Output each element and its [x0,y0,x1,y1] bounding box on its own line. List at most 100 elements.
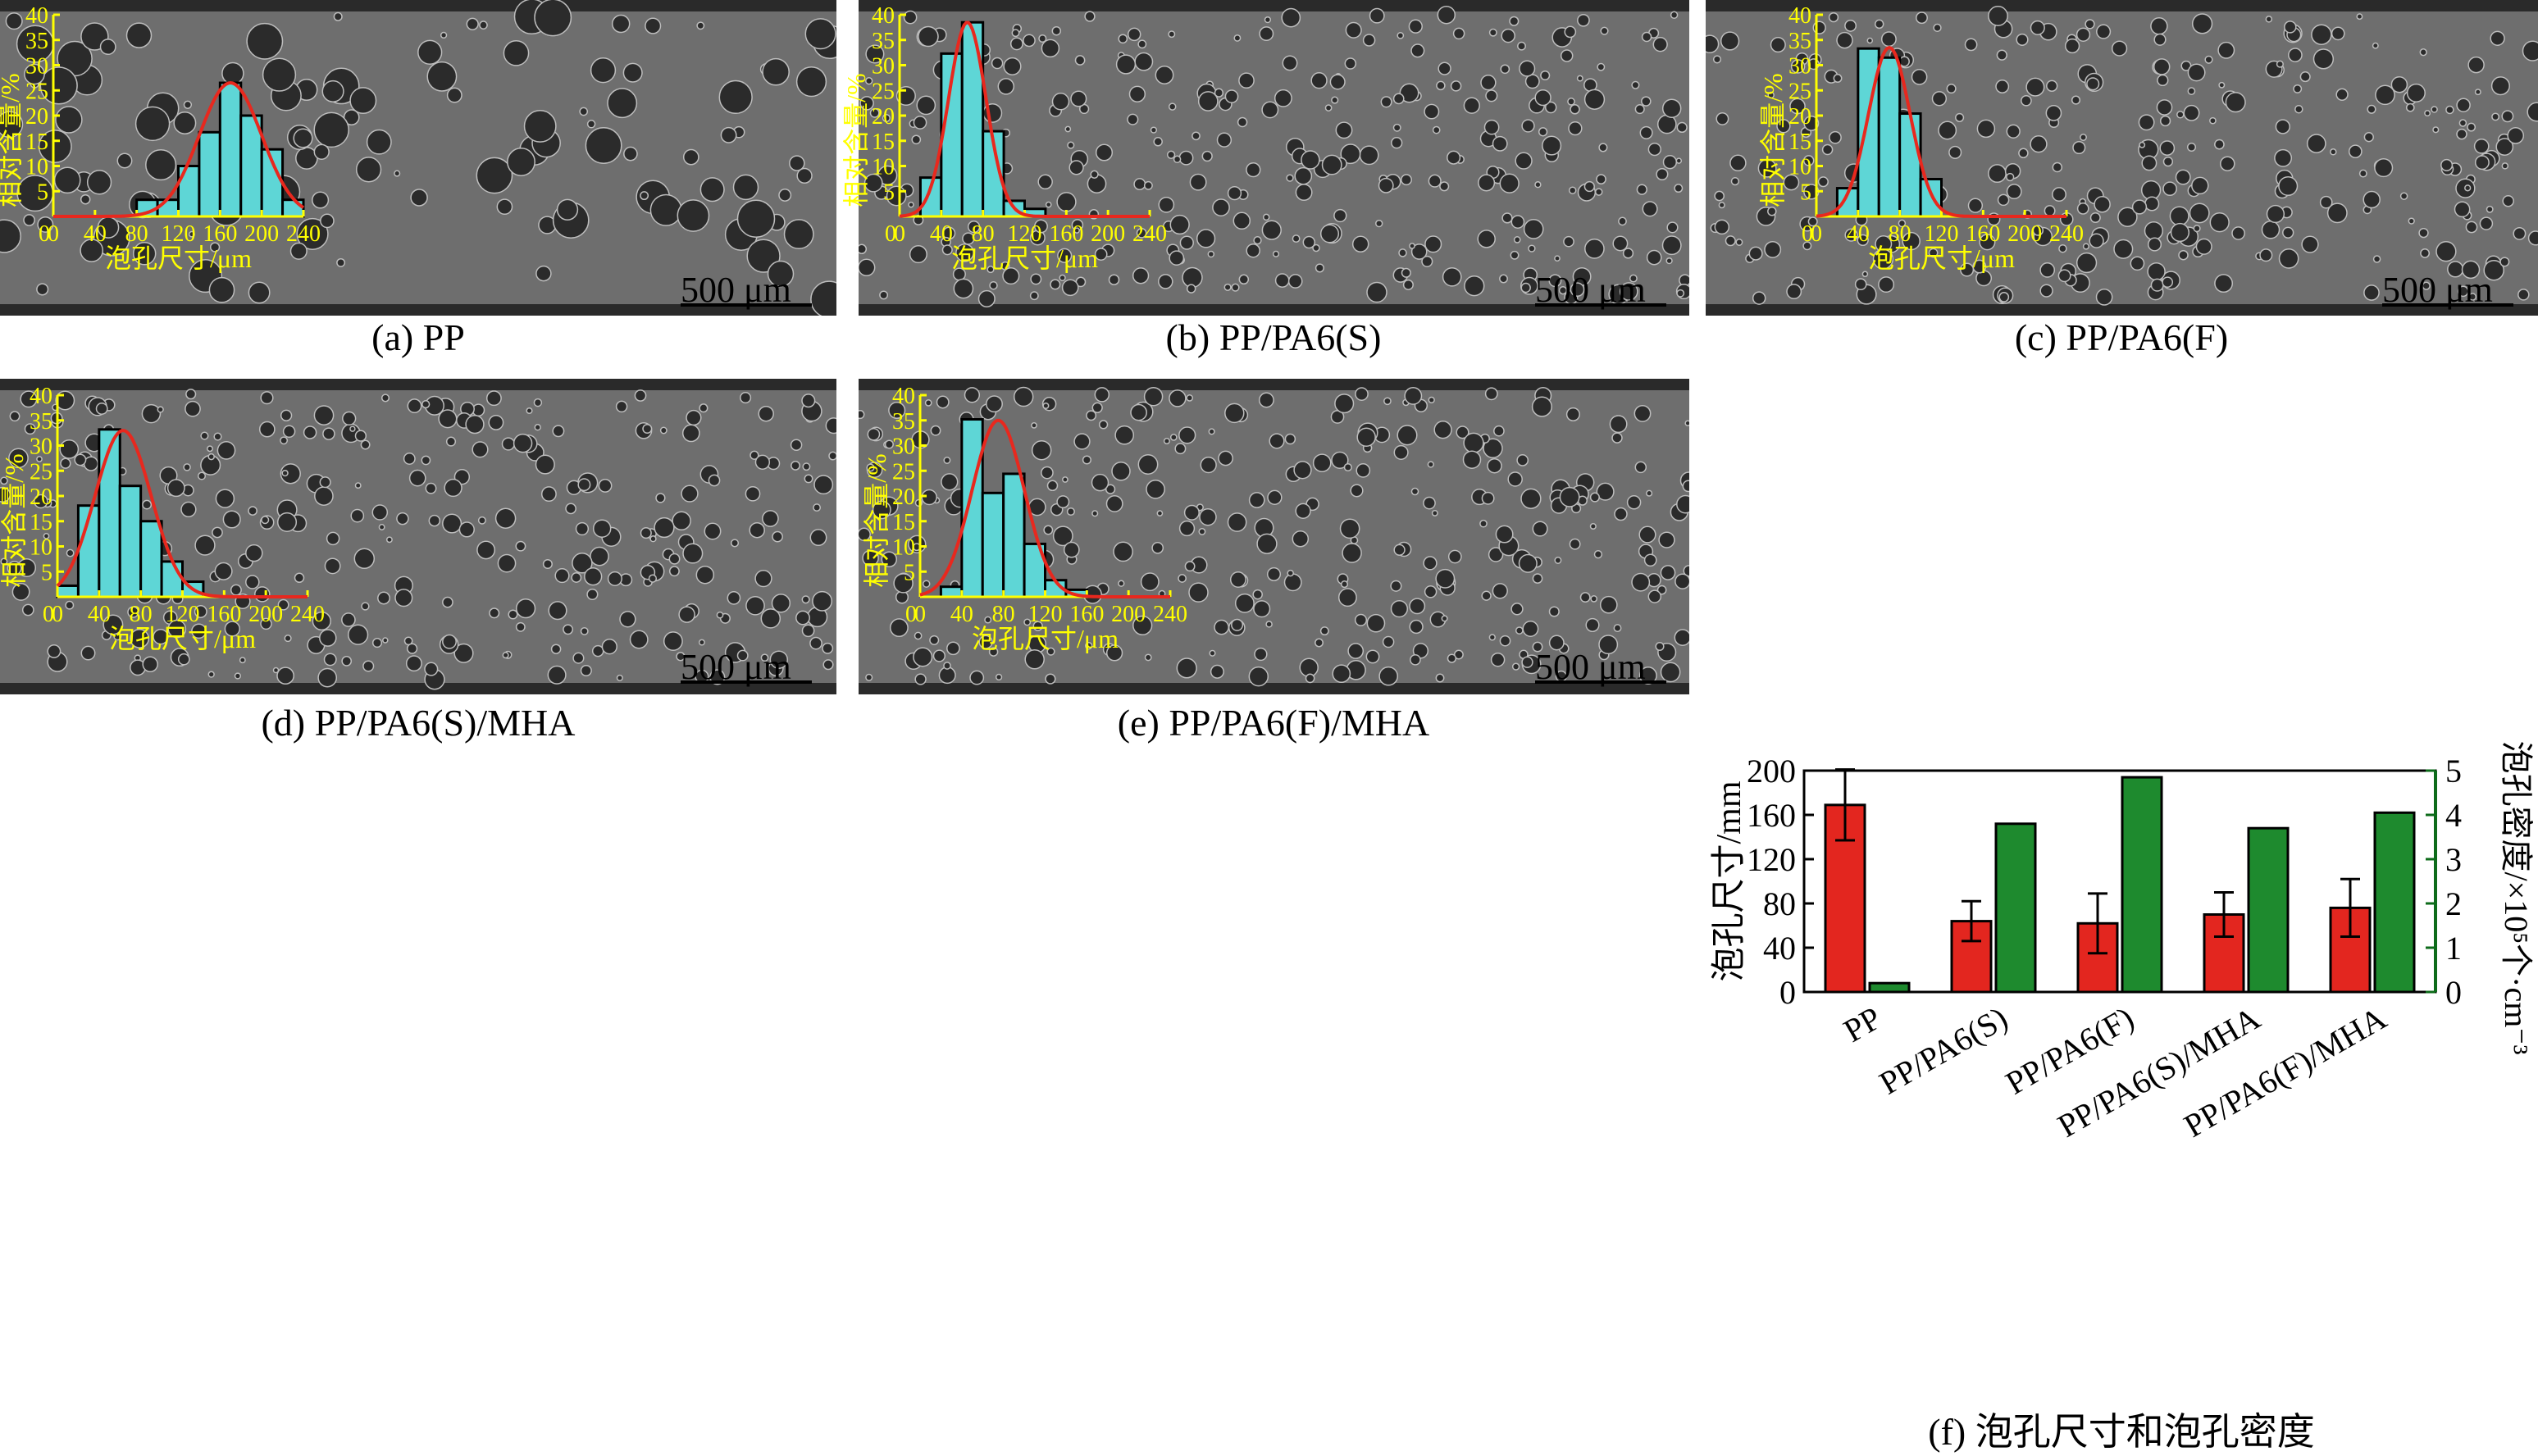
y-tick-label: 0 [905,602,917,627]
x-tick-label: 240 [290,602,325,627]
y-tick-label: 0 [885,221,896,247]
y-tick-label: 0 [43,602,54,627]
y-tick-label: 30 [30,435,52,460]
y-tick-label: 20 [1788,104,1811,130]
caption-a: (a) PP [371,316,465,359]
left-tick-label: 120 [1747,841,1796,878]
y-tick-label: 15 [30,510,52,535]
scale-bar [2382,303,2513,307]
y-tick-label: 25 [1788,79,1811,104]
histogram-bar [162,562,182,597]
density-bar [2249,828,2288,992]
x-tick-label: 240 [2049,221,2084,247]
left-tick-label: 200 [1747,753,1796,789]
histogram-bar [1879,57,1899,216]
y-tick-label: 25 [892,459,915,485]
left-tick-label: 160 [1747,797,1796,834]
y-tick-label: 25 [25,79,48,104]
y-tick-label: 30 [25,54,48,80]
y-tick-label: 0 [39,221,50,247]
y-tick-label: 35 [892,409,915,435]
y-tick-label: 20 [892,485,915,510]
y-tick-label: 35 [872,29,895,54]
y-tick-label: 40 [892,384,915,409]
histogram-bar [283,200,303,216]
histogram-bar [1900,114,1921,216]
y-tick-label: 25 [30,459,52,485]
x-axis-label: 泡孔尺寸/μm [972,624,1119,653]
y-tick-label: 30 [892,435,915,460]
x-tick-label: 40 [88,602,111,627]
histogram-bar [157,200,178,216]
x-axis-label: 泡孔尺寸/μm [109,624,256,653]
right-tick-label: 2 [2445,885,2462,922]
y-tick-label: 20 [872,104,895,130]
y-tick-label: 20 [30,485,52,510]
histogram-bar [57,585,78,597]
x-axis-label: 泡孔尺寸/μm [951,243,1098,273]
x-tick-label: 240 [1132,221,1167,247]
y-tick-label: 15 [872,130,895,155]
y-tick-label: 35 [1788,29,1811,54]
histogram-bar [141,521,162,597]
y-tick-label: 40 [1788,3,1811,29]
x-tick-label: 40 [1847,221,1870,247]
right-axis-label: 泡孔密度/×10⁵个·cm⁻³ [2498,741,2535,1055]
y-tick-label: 40 [25,3,48,29]
y-axis-label: 相对含量/% [0,453,29,588]
y-axis-label: 相对含量/% [862,453,891,588]
right-tick-label: 3 [2445,841,2462,878]
histogram-bar [941,587,961,597]
scale-bar [681,680,812,684]
histogram-bar [962,22,982,216]
left-tick-label: 80 [1763,885,1796,922]
caption-b: (b) PP/PA6(S) [1166,316,1382,359]
y-tick-label: 10 [1788,155,1811,180]
y-axis-label: 相对含量/% [841,73,871,207]
y-tick-label: 40 [872,3,895,29]
y-tick-label: 15 [25,130,48,155]
y-tick-label: 15 [1788,130,1811,155]
y-tick-label: 35 [30,409,52,435]
x-axis-label: 泡孔尺寸/μm [1868,243,2015,273]
x-tick-label: 240 [286,221,321,247]
histogram-bar [1921,179,1941,216]
histogram-bar [982,493,1003,597]
y-tick-label: 5 [904,560,915,585]
left-axis-label: 泡孔尺寸/mm [1711,780,1748,981]
y-tick-label: 10 [872,155,895,180]
right-tick-label: 0 [2445,974,2462,1011]
density-bar [1996,824,2035,992]
y-tick-label: 10 [25,155,48,180]
y-tick-label: 5 [41,560,52,585]
histogram-bar [179,166,199,217]
y-axis-label: 相对含量/% [1758,73,1788,207]
y-tick-label: 35 [25,29,48,54]
y-tick-label: 30 [872,54,895,80]
scale-bar [1535,303,1666,307]
x-tick-label: 40 [84,221,107,247]
histogram-bar [220,83,240,216]
y-tick-label: 40 [30,384,52,409]
right-tick-label: 1 [2445,930,2462,967]
density-bar [2375,812,2414,992]
y-tick-label: 15 [892,510,915,535]
size-density-chart: PPPP/PA6(S)PP/PA6(F)PP/PA6(S)/MHAPP/PA6(… [1706,721,2538,1148]
density-bar [1870,983,1909,992]
histogram-bar [199,132,220,216]
y-tick-label: 10 [892,535,915,561]
category-label: PP/PA6(S) [1873,999,2013,1102]
y-tick-label: 10 [30,535,52,561]
y-tick-label: 20 [25,104,48,130]
x-axis-label: 泡孔尺寸/μm [105,243,252,273]
x-tick-label: 40 [950,602,973,627]
y-tick-label: 5 [883,180,895,205]
scale-bar [1535,680,1666,684]
y-tick-label: 5 [37,180,48,205]
histogram-bar [962,420,982,597]
caption-e: (e) PP/PA6(F)/MHA [1118,701,1429,744]
